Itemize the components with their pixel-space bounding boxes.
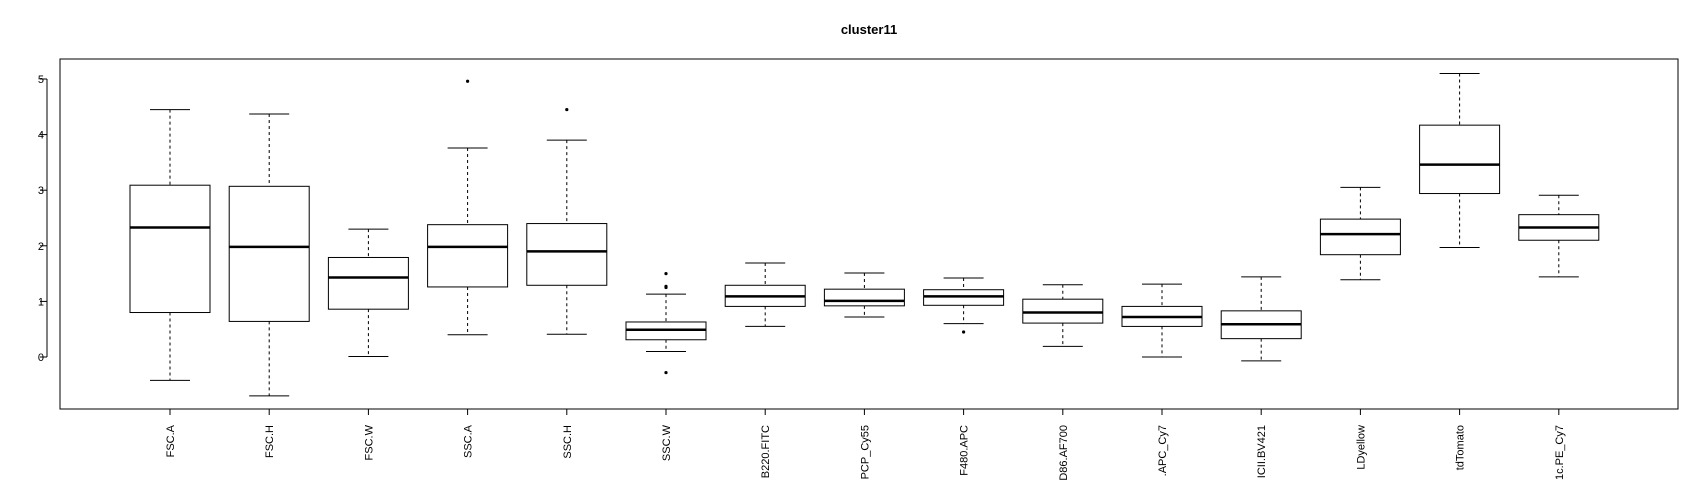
x-tick-label: .APC_Cy7: [1157, 425, 1169, 476]
box-FSC.H: [228, 113, 310, 397]
x-tick-label: D86.AF700: [1058, 425, 1070, 480]
iqr-box: [1419, 124, 1501, 195]
plot-frame: [59, 58, 1679, 410]
box-D86.AF700: [1022, 284, 1104, 347]
outlier-point: [664, 284, 668, 288]
x-tick-label: SSC.W: [661, 424, 673, 461]
y-tick-label: 5: [38, 74, 44, 86]
chart-title: cluster11: [841, 22, 897, 37]
outlier-point: [664, 370, 668, 375]
y-tick-label: 3: [38, 185, 44, 197]
box-.APC_Cy7: [1121, 283, 1203, 358]
box-ICII.BV421: [1220, 276, 1302, 362]
box-SSC.W: [625, 272, 707, 375]
iqr-box: [327, 256, 409, 310]
y-tick-label: 2: [38, 241, 44, 253]
x-tick-label: F480.APC: [959, 425, 971, 476]
x-tick-label: ICII.BV421: [1256, 425, 1268, 478]
iqr-box: [228, 185, 310, 322]
box-FSC.A: [129, 109, 211, 381]
x-tick-label: LDyellow: [1355, 425, 1367, 470]
iqr-box: [526, 223, 608, 286]
iqr-box: [427, 224, 509, 288]
box-FSC.W: [327, 228, 409, 357]
iqr-box: [1022, 298, 1104, 324]
x-tick-label: 1c.PE_Cy7: [1554, 425, 1566, 480]
box-SSC.H: [526, 107, 608, 335]
iqr-box: [1319, 218, 1401, 256]
outlier-point: [466, 79, 470, 83]
x-tick-label: FSC.W: [363, 424, 375, 460]
box-1c.PE_Cy7: [1518, 194, 1600, 278]
x-tick-label: SSC.A: [463, 424, 475, 458]
outlier-point: [962, 330, 966, 334]
y-axis: 0 1 2 3 4 5: [38, 74, 47, 364]
box-SSC.A: [427, 79, 509, 336]
box-PCP_Cy55: [823, 272, 905, 318]
box-LDyellow: [1319, 186, 1401, 281]
outlier-point: [664, 272, 668, 276]
y-tick-label: 4: [38, 130, 44, 142]
outlier-point: [565, 107, 569, 112]
x-tick-label: FSC.H: [264, 425, 276, 458]
x-tick-label: PCP_Cy55: [859, 425, 871, 479]
box-tdTomato: [1419, 72, 1501, 248]
y-tick-label: 1: [38, 296, 44, 308]
box-F480.APC: [923, 277, 1005, 334]
iqr-box: [129, 184, 211, 314]
x-tick-label: FSC.A: [165, 424, 177, 457]
x-tick-label: B220.FITC: [760, 425, 772, 478]
x-tick-label: SSC.H: [562, 425, 574, 459]
y-tick-label: 0: [38, 352, 44, 364]
x-axis: FSC.A FSC.H FSC.W SSC.A SSC.H SSC.W B220.FITC P…: [165, 409, 1566, 480]
boxes-layer: [129, 72, 1600, 397]
box-B220.FITC: [724, 262, 806, 327]
iqr-box: [823, 288, 905, 307]
x-tick-label: tdTomato: [1455, 425, 1467, 470]
